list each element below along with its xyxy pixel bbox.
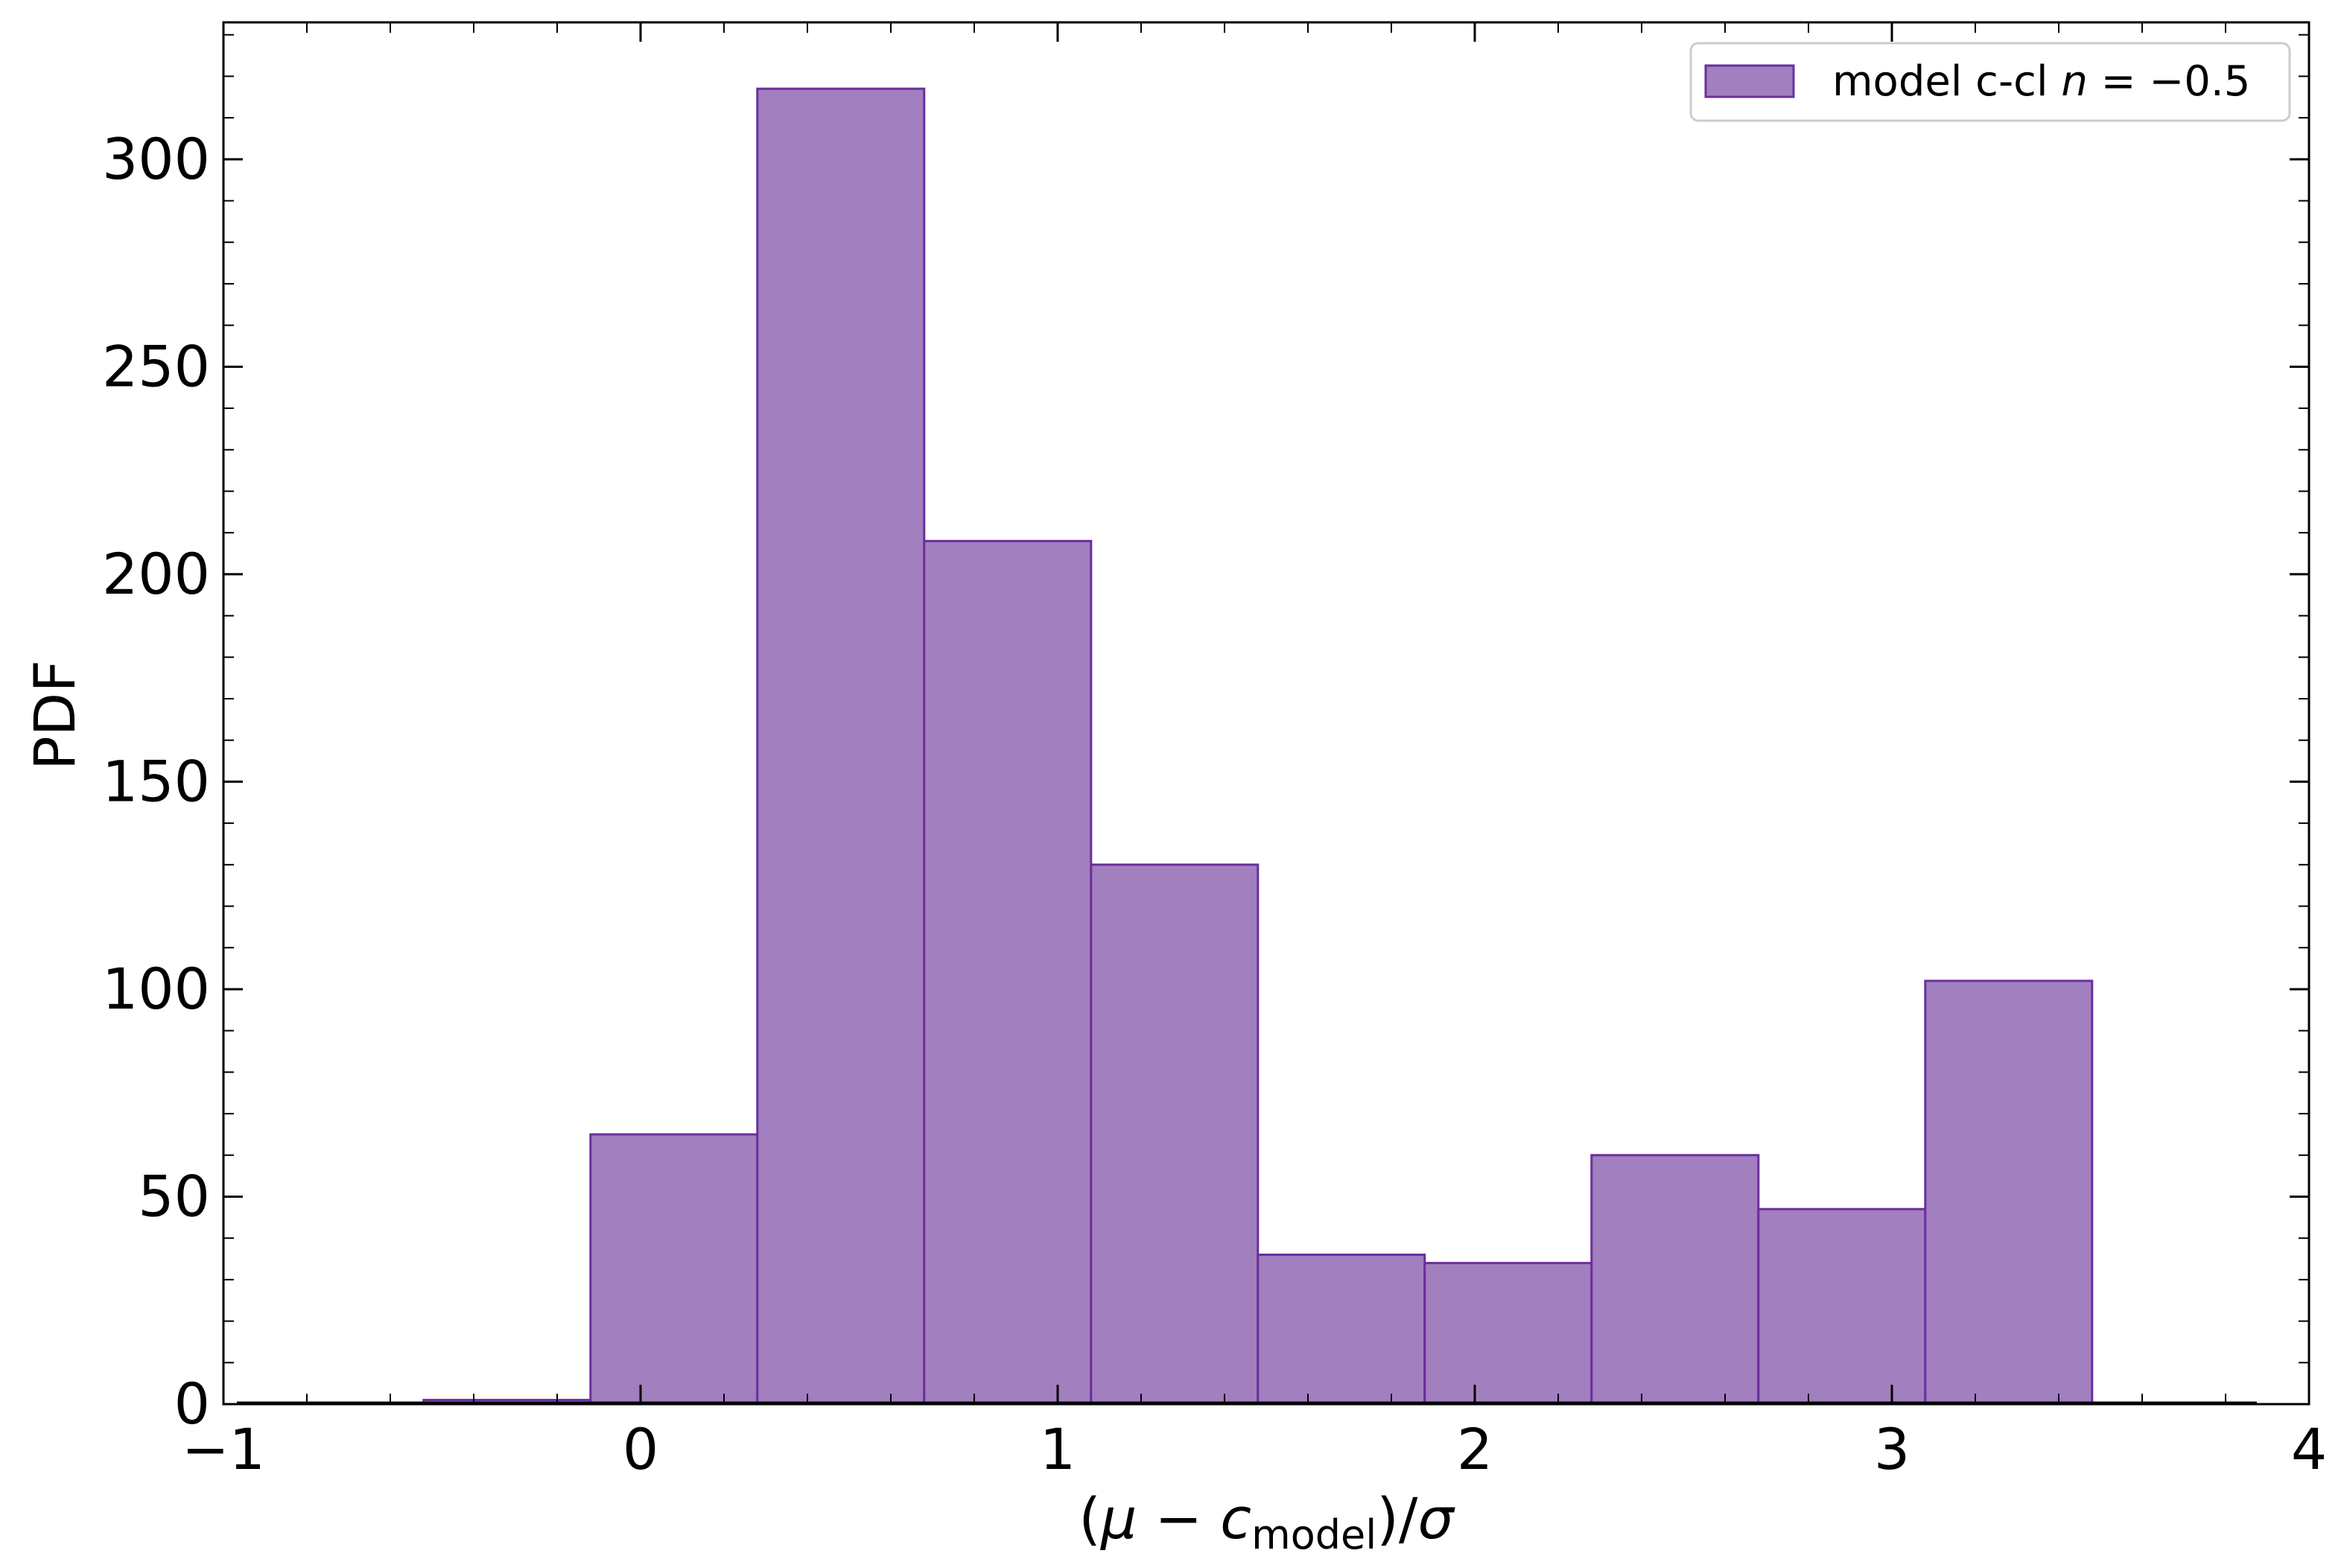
y-tick-label: 200	[102, 541, 210, 607]
histogram-bar	[1590, 1154, 1760, 1406]
y-tick-label: 150	[102, 748, 210, 814]
y-tick-label: 300	[102, 126, 210, 192]
x-tick-label: 0	[623, 1416, 658, 1482]
y-tick-label: 250	[102, 333, 210, 399]
legend-swatch	[1704, 64, 1795, 98]
histogram-bar	[1757, 1207, 1927, 1406]
x-tick-label: 3	[1874, 1416, 1910, 1482]
y-tick-label: 0	[174, 1371, 210, 1437]
axis-ticks	[222, 22, 2310, 1406]
y-tick-label: 100	[102, 956, 210, 1022]
x-axis-label: (μ − cmodel)/σ	[1079, 1485, 1455, 1558]
x-tick-label: −1	[182, 1416, 265, 1482]
x-tick-label: 1	[1040, 1416, 1076, 1482]
legend: model c-cl n = −0.5	[1689, 42, 2291, 122]
histogram-bar	[589, 1133, 759, 1406]
legend-box	[1689, 42, 2291, 122]
histogram-bar	[756, 87, 926, 1406]
histogram-bar	[1423, 1262, 1593, 1406]
histogram-bars	[422, 87, 2094, 1406]
histogram-bar	[1257, 1253, 1426, 1406]
y-axis-label: PDF	[22, 660, 88, 770]
plot-frame	[222, 21, 2310, 1406]
x-tick-label: 4	[2291, 1416, 2327, 1482]
legend-label: model c-cl n = −0.5	[1832, 57, 2250, 106]
histogram-bar	[1090, 863, 1260, 1406]
histogram-bar	[923, 539, 1093, 1406]
histogram-bar	[1924, 980, 2094, 1406]
x-tick-label: 2	[1457, 1416, 1493, 1482]
y-tick-label: 50	[138, 1163, 210, 1229]
